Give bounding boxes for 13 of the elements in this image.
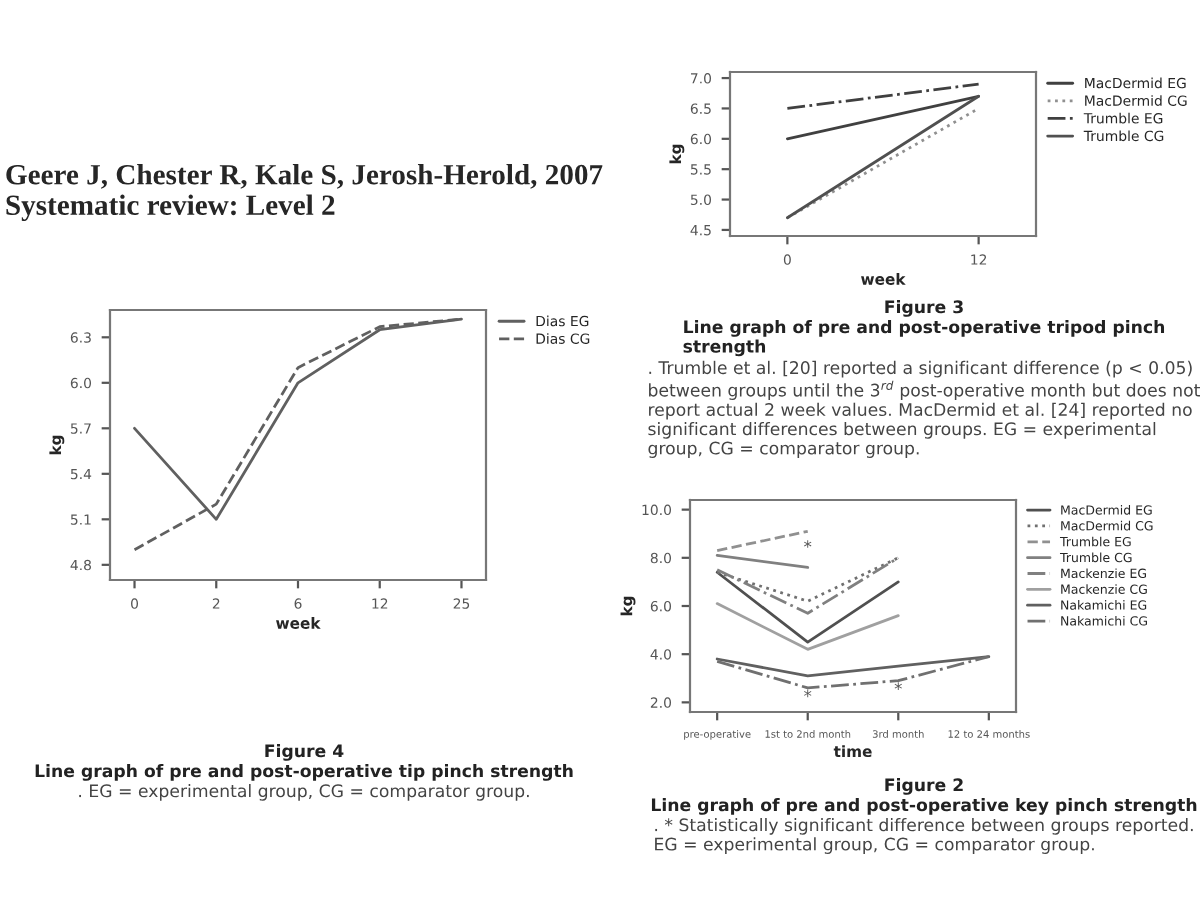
caption: Figure 3 xyxy=(885,300,963,317)
chart-title: Geere J, Chester R, Kale S, Jerosh-Herold, 2007 Systematic review: Level 2 xyxy=(6,164,603,222)
text: . Trumble et al. [20] reported a significant difference (p < 0.05) between groups until the 3$^{rd}$ post-operative month but does not report actual 2 week values. MacDermid et al. [24] reported no significant differences between groups. EG = experimental group, CG = comparator group. xyxy=(648,360,1200,458)
text: . EG = experimental group, CG = comparator group. xyxy=(79,784,529,801)
annotation: * xyxy=(804,689,812,698)
annotation: * xyxy=(894,682,902,690)
text: Line graph of pre and post-operative key pinch strength xyxy=(651,798,1197,815)
caption: Figure 4 xyxy=(265,744,344,761)
text: Line graph of pre and post-operative tip pinch strength xyxy=(35,764,573,781)
text: Line graph of pre and post-operative tripod pinch strength xyxy=(683,320,1165,357)
caption: Figure 2 xyxy=(885,778,963,795)
text: . * Statistically significant difference between groups reported. EG = experimental group, CG = comparator group. xyxy=(655,818,1193,854)
annotation: * xyxy=(804,540,812,548)
